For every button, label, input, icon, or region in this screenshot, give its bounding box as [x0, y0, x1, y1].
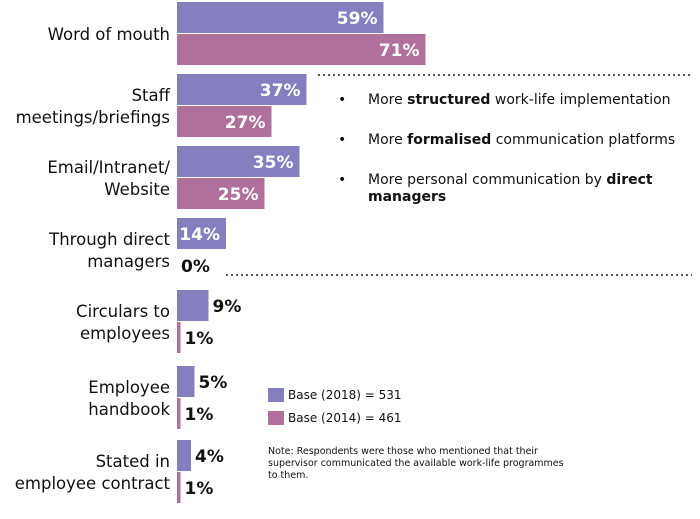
data-label-2014: 1%	[185, 405, 214, 425]
data-label-2014: 25%	[218, 185, 259, 205]
legend-label-2018: Base (2018) = 531	[288, 387, 402, 402]
finding-item: • More formalised communication platform…	[338, 132, 676, 148]
bar-2014	[177, 398, 181, 429]
bullet-icon: •	[338, 172, 347, 188]
category-label: Word of mouth	[48, 25, 170, 44]
findings-list: • More structured work-life implementati…	[338, 92, 688, 229]
legend-swatch-2018	[268, 387, 284, 402]
category-label: Employee handbook	[88, 378, 170, 419]
data-label-2018: 35%	[253, 153, 294, 173]
bar-2018	[177, 146, 300, 177]
bar-2014	[177, 178, 265, 209]
data-label-2018: 37%	[260, 81, 301, 101]
legend-label-2014: Base (2014) = 461	[288, 410, 402, 425]
bar-2018	[177, 290, 209, 321]
data-label-2014: 1%	[185, 479, 214, 499]
data-label-2014: 0%	[181, 257, 210, 277]
finding-item: • More personal communication by direct …	[338, 172, 653, 205]
bullet-icon: •	[338, 132, 347, 148]
finding-item: • More structured work-life implementati…	[338, 92, 671, 108]
bar-2014	[177, 106, 272, 137]
bar-2014	[177, 472, 181, 503]
data-label-2018: 4%	[195, 447, 224, 467]
data-label-2018: 9%	[213, 297, 242, 317]
bar-2018	[177, 218, 226, 249]
bar-2018	[177, 440, 191, 471]
category-label: Staff meetings/briefings	[16, 86, 171, 127]
category-label: Stated in employee contract	[15, 452, 171, 493]
bar-2014	[177, 322, 181, 353]
category-label: Email/Intranet/Website	[47, 158, 170, 199]
data-label-2014: 27%	[225, 113, 266, 133]
bar-2014	[177, 34, 426, 65]
legend-item-2018: Base (2018) = 531	[268, 386, 402, 403]
bar-2018	[177, 74, 307, 105]
category-label: Circulars to employees	[76, 302, 170, 343]
footnote: Note: Respondents were those who mention…	[268, 446, 564, 481]
legend-item-2014: Base (2014) = 461	[268, 409, 402, 426]
bar-2018	[177, 366, 195, 397]
data-label-2018: 5%	[199, 373, 228, 393]
bar-2018	[177, 2, 384, 33]
bullet-icon: •	[338, 92, 347, 108]
category-label: Through direct managers	[48, 230, 170, 271]
data-label-2018: 14%	[179, 225, 220, 245]
legend: Base (2018) = 531 Base (2014) = 461	[268, 386, 402, 432]
legend-swatch-2014	[268, 410, 284, 425]
data-label-2014: 1%	[185, 329, 214, 349]
data-label-2014: 71%	[379, 41, 420, 61]
data-label-2018: 59%	[337, 9, 378, 29]
